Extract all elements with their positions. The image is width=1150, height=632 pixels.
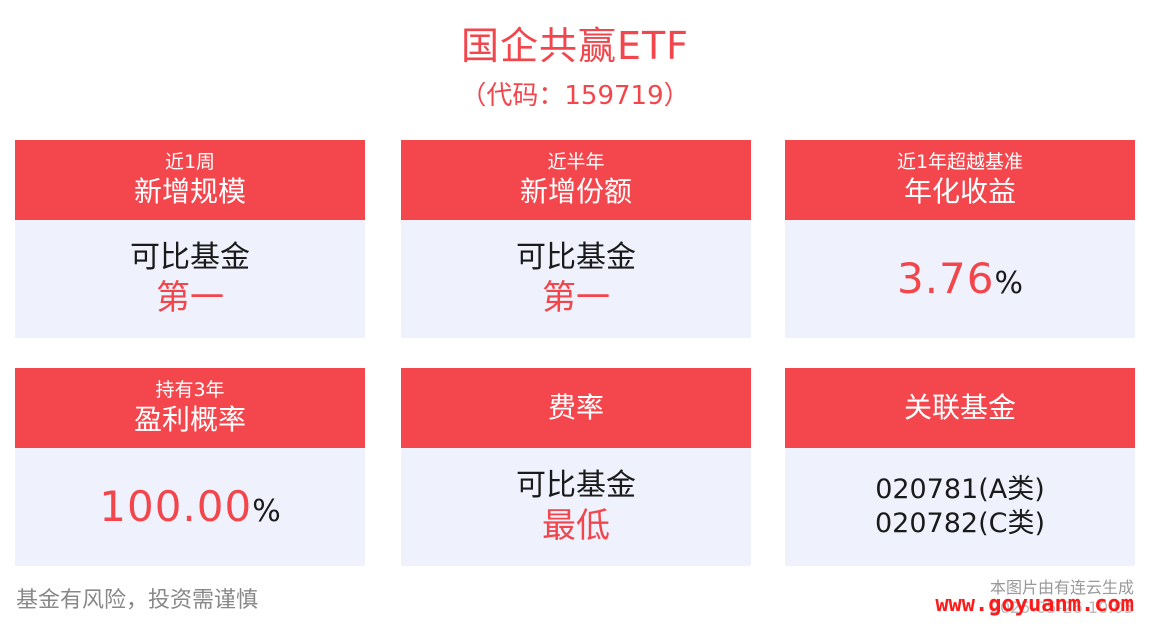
- linked-fund-code-a: 020781(A类): [875, 474, 1045, 505]
- card-body: 可比基金 最低: [401, 448, 751, 566]
- header: 国企共赢ETF （代码：159719）: [0, 20, 1150, 116]
- page-title: 国企共赢ETF: [460, 24, 690, 68]
- card-header-small: 持有3年: [155, 379, 225, 401]
- card-body-label: 可比基金: [516, 468, 636, 503]
- card-header-big: 费率: [547, 391, 604, 424]
- card-body-rank: 第一: [542, 278, 610, 318]
- card-body: 020781(A类) 020782(C类): [785, 448, 1135, 566]
- card-header-big: 新增份额: [519, 175, 632, 208]
- card-body: 100.00%: [15, 448, 365, 566]
- card-body: 3.76%: [785, 220, 1135, 338]
- card-value-unit: %: [252, 494, 281, 529]
- card-header-big: 新增规模: [133, 175, 246, 208]
- card-body-rank: 第一: [156, 278, 224, 318]
- card-value: 3.76: [896, 254, 995, 303]
- linked-fund-code-c: 020782(C类): [875, 508, 1045, 539]
- card-header-big: 盈利概率: [133, 403, 246, 436]
- card-annual-excess-return: 近1年超越基准 年化收益 3.76%: [785, 140, 1135, 338]
- card-header-big: 关联基金: [903, 391, 1016, 424]
- card-header-small: 近半年: [547, 151, 605, 173]
- card-header: 近1周 新增规模: [15, 140, 365, 220]
- card-profit-probability: 持有3年 盈利概率 100.00%: [15, 368, 365, 566]
- card-header: 持有3年 盈利概率: [15, 368, 365, 448]
- card-body-label: 可比基金: [516, 240, 636, 275]
- card-value: 100.00: [99, 482, 253, 531]
- card-header: 关联基金: [785, 368, 1135, 448]
- card-weekly-scale: 近1周 新增规模 可比基金 第一: [15, 140, 365, 338]
- generated-note: 本图片由有连云生成: [989, 578, 1134, 597]
- card-header: 近半年 新增份额: [401, 140, 751, 220]
- card-value-row: 3.76%: [897, 254, 1023, 304]
- card-value-row: 100.00%: [99, 482, 280, 532]
- card-value-unit: %: [994, 266, 1024, 301]
- fund-code-subtitle: （代码：159719）: [460, 81, 690, 111]
- card-header-small: 近1年超越基准: [896, 151, 1024, 173]
- card-fee-rate: 费率 可比基金 最低: [401, 368, 751, 566]
- card-header-small: 近1周: [164, 151, 216, 173]
- generated-date: 2025-05-26 10:05: [989, 598, 1134, 617]
- watermark: www.goyuanm.com: [935, 592, 1134, 617]
- card-header: 近1年超越基准 年化收益: [785, 140, 1135, 220]
- card-body: 可比基金 第一: [15, 220, 365, 338]
- card-header-big: 年化收益: [903, 175, 1016, 208]
- card-half-year-shares: 近半年 新增份额 可比基金 第一: [401, 140, 751, 338]
- card-header: 费率: [401, 368, 751, 448]
- card-body-rank: 最低: [542, 506, 610, 546]
- card-body: 可比基金 第一: [401, 220, 751, 338]
- risk-disclaimer: 基金有风险，投资需谨慎: [16, 588, 259, 613]
- card-linked-funds: 关联基金 020781(A类) 020782(C类): [785, 368, 1135, 566]
- card-body-label: 可比基金: [130, 240, 250, 275]
